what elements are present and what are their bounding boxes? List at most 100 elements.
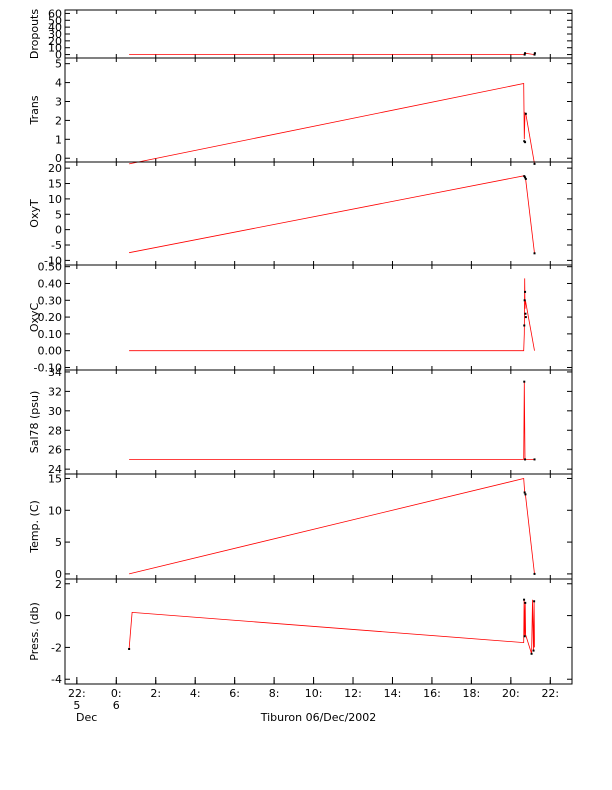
panel-7-frame [64,578,573,685]
panel-3-series-line [129,175,535,254]
panel-4-ytick-label: -0.10 [34,361,62,374]
panel-7-data-point [524,601,527,604]
panel-1-data-point [533,53,536,56]
panel-5-ytick-label: 34 [48,366,62,379]
panel-4-data-point [523,299,526,302]
panel-6-data-point [523,491,526,494]
panel-4-data-point [523,324,526,327]
x-sub-label-day-5: 5 [73,699,80,712]
panel-5-data-point [524,458,527,461]
x-axis-caption: Tiburon 06/Dec/2002 [260,711,377,724]
panel-2-ytick-label: 4 [55,77,62,90]
x-tick-label: 2: [150,687,161,700]
panel-4-series-line [129,278,535,352]
panel-7-data-point [532,649,535,652]
panel-2-ytick-label: 5 [55,58,62,71]
panel-2-data-point [524,112,527,115]
panel-3-data-point [524,176,527,179]
panel-6-ylabel: Temp. (C) [28,500,41,554]
x-tick-label: 4: [190,687,201,700]
panel-5-data-point [533,458,536,461]
panel-7-data-point [128,648,131,650]
panel-7-data-point [533,600,536,603]
panel-5-ytick-label: 30 [48,405,62,418]
x-tick-label: 12: [344,687,362,700]
panel-1-ytick-label: 20 [48,35,62,48]
panel-1-ytick-label: 50 [48,14,62,27]
panel-1-ylabel: Dropouts [28,9,41,59]
panel-4-frame [64,264,573,371]
x-tick-label: 18: [463,687,481,700]
panel-6-ytick-label: 0 [55,568,62,581]
panel-2-ytick-label: 3 [55,95,62,108]
panel-4-data-point [524,312,527,315]
panel-7-ytick-label: -2 [51,641,62,654]
panel-3-data-point [524,177,527,180]
panel-5-ytick-label: 28 [48,424,62,437]
panel-3-ytick-label: 20 [48,162,62,175]
panel-1-ytick-label: 40 [48,21,62,34]
panel-1-data-point [524,52,527,55]
panel-3-ytick-label: 15 [48,178,62,191]
x-tick-label: 0: [111,687,122,700]
panel-1-series-line [129,52,536,56]
panel-1-ytick-label: 10 [48,42,62,55]
panel-2-ytick-label: 2 [55,114,62,127]
panel-4-data-point [524,290,527,293]
panel-4-ylabel: OxyC [28,303,41,333]
panel-5-ytick-label: 24 [48,463,62,476]
panel-5-data-point [523,380,526,383]
panel-6-ytick-label: 15 [48,472,62,485]
panel-3-ytick-label: 10 [48,193,62,206]
panel-3-data-point [533,252,536,255]
panel-6-data-point [533,572,536,575]
panel-6-data-point [524,493,527,496]
panel-4-ytick-label: 0.00 [38,345,63,358]
panel-7-data-point [530,652,533,655]
panel-4-ytick-label: 0.50 [38,261,63,274]
panel-3-ytick-label: 0 [55,224,62,237]
panel-6-series-line [129,478,535,575]
panel-6-ytick-label: 10 [48,504,62,517]
panel-2-data-point [533,162,536,165]
panel-4-ytick-label: 0.10 [38,328,63,341]
panel-5-ytick-label: 26 [48,444,62,457]
panel-6-ytick-label: 5 [55,536,62,549]
panel-1-data-point [533,52,536,55]
panel-2-series-line [129,83,535,165]
x-tick-label: 16: [423,687,441,700]
panel-7-ytick-label: 0 [55,610,62,623]
panel-7-series-line [128,599,535,654]
panel-4-data-point [524,316,527,319]
x-sub-label-day-6: 6 [113,699,120,712]
panel-5-ytick-label: 32 [48,385,62,398]
panel-2-ylabel: Trans [28,95,41,125]
x-tick-label: 22: [68,687,86,700]
panel-7-ytick-label: -4 [51,673,62,686]
panel-7-data-point [523,635,526,638]
panel-2-ytick-label: 0 [55,152,62,165]
panel-3-ytick-label: 5 [55,208,62,221]
panel-3-ytick-label: -10 [44,254,62,267]
panel-1-frame [64,9,573,59]
panel-4-ytick-label: 0.20 [38,311,63,324]
panel-4-ytick-label: 0.30 [38,294,63,307]
panel-7-ylabel: Press. (db) [28,602,41,661]
x-tick-label: 20: [502,687,520,700]
panel-1-ytick-label: 30 [48,28,62,41]
panel-7-ytick-label: 2 [55,578,62,591]
panel-3-ytick-label: -5 [51,239,62,252]
panel-2-data-point [524,141,527,144]
panel-3-frame [64,161,573,266]
panel-1-data-point [523,53,526,56]
x-tick-label: 6: [229,687,240,700]
panel-7-data-point [523,598,526,601]
x-tick-label: 8: [269,687,280,700]
panel-3-data-point [523,175,526,178]
x-tick-label: 14: [384,687,402,700]
panel-4-ytick-label: 0.40 [38,277,63,290]
panel-2-ytick-label: 1 [55,133,62,146]
x-tick-label: 22: [541,687,559,700]
